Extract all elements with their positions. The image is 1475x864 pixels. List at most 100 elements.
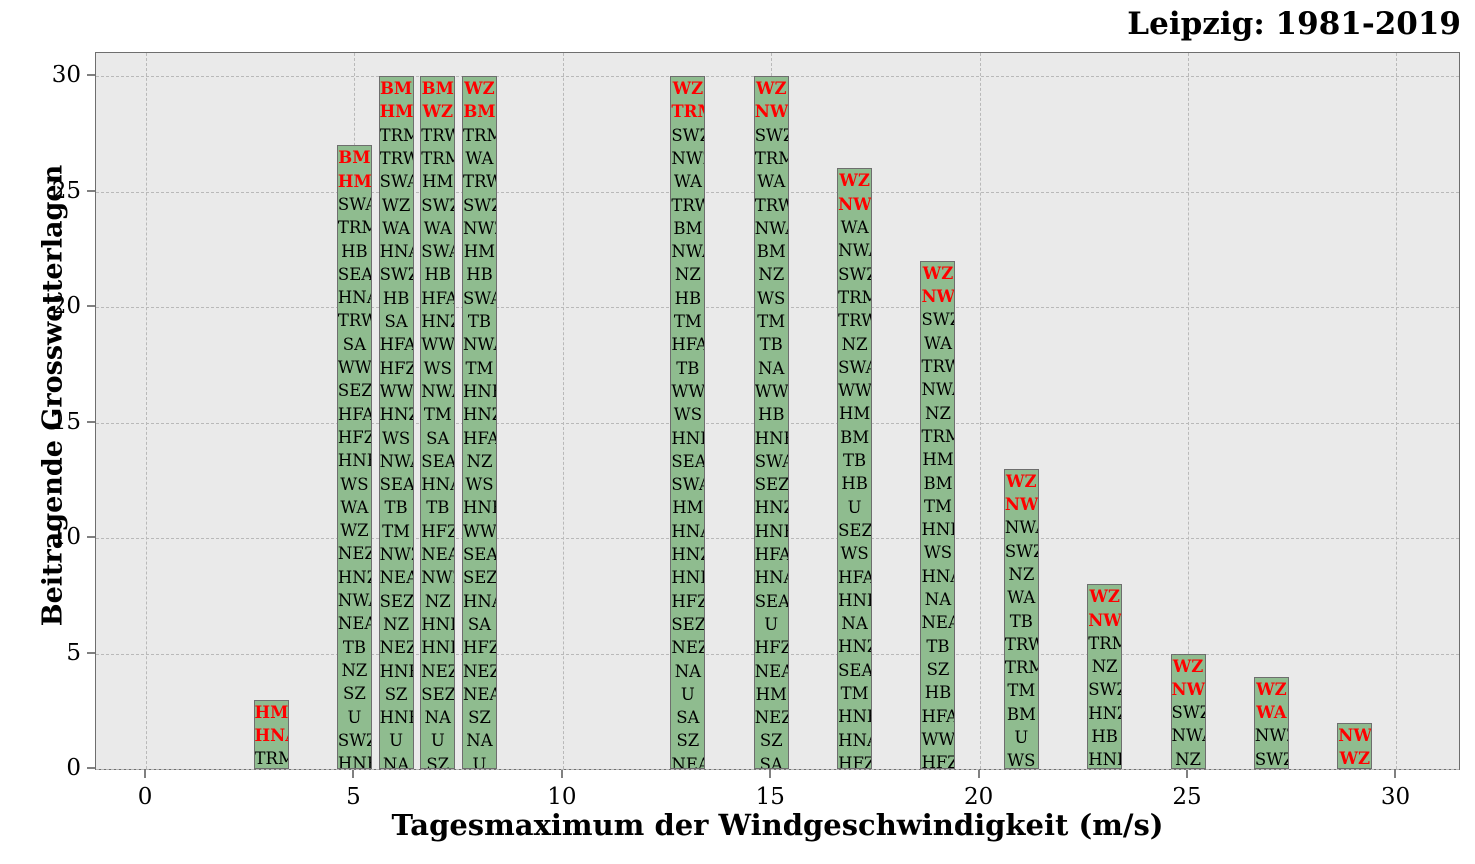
gwl-label: NZ bbox=[841, 334, 868, 354]
gwl-label: NA bbox=[924, 590, 952, 610]
gwl-label: WA bbox=[423, 218, 452, 238]
bar[interactable]: WZ BM TRM WA TRW SWZ NWZ HM HB SWA TB NWA TM HNFA HNZ H… bbox=[461, 76, 497, 769]
gwl-label: WA bbox=[923, 333, 952, 353]
gwl-label: TB bbox=[676, 358, 700, 378]
plot-area: HM HNA TRM BM HM SWA TRM HB SEA HNA TRW SA WW SEZ HFA H… bbox=[95, 52, 1460, 770]
gwl-label: SEA bbox=[838, 660, 873, 680]
gwl-label: WA bbox=[840, 218, 869, 238]
gwl-label: SA bbox=[676, 708, 700, 728]
bar[interactable]: WZ TRM SWZ NWZ WA TRW BM NWA NZ HB TM HFA TB WW WS HNFA… bbox=[670, 76, 706, 769]
gwl-label: SEA bbox=[754, 591, 789, 611]
bar[interactable]: WZ NWZ SWZ TRM WA TRW NWA BM NZ WS TM TB NA WW HB HNFZ S… bbox=[753, 76, 789, 769]
grid-line-vertical bbox=[1188, 53, 1190, 769]
gwl-label: HNFA bbox=[838, 590, 871, 610]
gwl-label: NZ bbox=[466, 451, 493, 471]
gwl-label: TB bbox=[426, 498, 450, 518]
gwl-label: HFZ bbox=[671, 591, 706, 611]
gwl-label: SEZ bbox=[754, 475, 789, 495]
bar[interactable]: WZ WA NWZ SWZ bbox=[1253, 676, 1289, 769]
gwl-label: SWZ bbox=[1171, 703, 1205, 723]
gwl-label: TRW bbox=[462, 172, 496, 192]
gwl-label: WZ bbox=[381, 195, 411, 215]
gwl-label: U bbox=[472, 754, 487, 769]
gwl-label: HFZ bbox=[462, 638, 497, 658]
grid-line-vertical bbox=[1396, 53, 1398, 769]
gwl-label: WS bbox=[757, 288, 786, 308]
gwl-label: WA bbox=[340, 497, 369, 517]
bar[interactable]: WZ NWZ WA NWA SWZ TRM TRW NZ SWA WW HM BM TB HB U SEZ WS… bbox=[837, 168, 873, 769]
gwl-label: TRM bbox=[921, 426, 954, 446]
gwl-label: HNFZ bbox=[421, 614, 454, 634]
bar[interactable]: BM HM SWA TRM HB SEA HNA TRW SA WW SEZ HFA HFZ HNFZ WS… bbox=[336, 145, 372, 769]
gwl-label: TRM bbox=[379, 125, 413, 145]
gwl-label: HNFA bbox=[671, 428, 704, 448]
gwl-label: SZ bbox=[343, 684, 366, 704]
gwl-label: NWA bbox=[921, 380, 954, 400]
gwl-label: SEZ bbox=[462, 568, 497, 588]
gwl-label: HNZ bbox=[754, 498, 788, 518]
gwl-label-highlighted: WZ bbox=[839, 171, 870, 191]
gwl-label: SWA bbox=[462, 288, 496, 308]
x-tick-label: 25 bbox=[1172, 784, 1202, 810]
gwl-label: NA bbox=[841, 614, 868, 634]
gwl-label: SWZ bbox=[421, 195, 454, 215]
gwl-label: NWZ bbox=[462, 218, 496, 238]
gwl-label: TM bbox=[382, 521, 411, 541]
x-tick-label: 30 bbox=[1380, 784, 1411, 810]
gwl-label: SEA bbox=[379, 475, 414, 495]
bar[interactable]: WZ NWZ TRM NZ SWZ HNZ HB HNFA bbox=[1087, 584, 1123, 769]
gwl-label: NZ bbox=[758, 265, 785, 285]
gwl-label-highlighted: HNA bbox=[254, 726, 288, 745]
gwl-label: SWA bbox=[379, 172, 413, 192]
gwl-label: HB bbox=[841, 474, 868, 494]
gwl-label: NZ bbox=[1091, 657, 1118, 677]
gwl-label: HB bbox=[382, 288, 410, 308]
gwl-label: HNFZ bbox=[337, 451, 371, 471]
gwl-label: HB bbox=[924, 683, 952, 703]
gwl-label: NWA bbox=[337, 591, 371, 611]
y-tick-mark bbox=[87, 652, 95, 654]
gwl-label: NEZ bbox=[462, 661, 496, 681]
grid-line-vertical bbox=[979, 53, 981, 769]
gwl-label: HNFZ bbox=[838, 707, 871, 727]
gwl-label: SEA bbox=[337, 264, 372, 284]
gwl-label: TRM bbox=[1004, 658, 1038, 678]
gwl-label: TRM bbox=[421, 148, 454, 168]
bar[interactable]: WZ NWZ SWZ WA TRW NWA NZ TRM HM BM TM HNFZ WS HNA NA NE… bbox=[920, 260, 956, 769]
gwl-label: NA bbox=[674, 661, 702, 681]
bar[interactable]: WZ NWZ SWZ NWA NZ bbox=[1170, 653, 1206, 769]
x-tick-label: 15 bbox=[755, 784, 785, 810]
gwl-label: NEA bbox=[754, 661, 788, 681]
gwl-label: SA bbox=[426, 428, 450, 448]
bar[interactable]: BM WZ TRW TRM HM SWZ WA SWA HB HFA HNZ WW WS NWA TM SA S… bbox=[420, 76, 456, 769]
gwl-label: NEA bbox=[921, 613, 954, 633]
bar[interactable]: NWZ WZ bbox=[1337, 722, 1373, 769]
bar[interactable]: BM HM TRM TRW SWA WZ WA HNA SWZ HB SA HFA HFZ WW HNZ WS… bbox=[378, 76, 414, 769]
gwl-label: BM bbox=[923, 473, 953, 493]
gwl-label-highlighted: WZ bbox=[922, 263, 954, 283]
bar[interactable]: WZ NWZ NWA SWZ NZ WA TB TRW TRM TM BM U WS bbox=[1003, 468, 1039, 769]
gwl-label: BM bbox=[1006, 704, 1036, 724]
x-tick-mark bbox=[978, 770, 980, 778]
gwl-label: WW bbox=[838, 381, 873, 401]
gwl-label-highlighted: WZ bbox=[1006, 471, 1037, 491]
gwl-label: BM bbox=[756, 242, 786, 262]
gwl-label: SEZ bbox=[379, 591, 414, 611]
gwl-label: U bbox=[347, 707, 362, 727]
gwl-label: HM bbox=[838, 404, 871, 424]
gwl-label: HNZ bbox=[337, 567, 371, 587]
bars-layer: HM HNA TRM BM HM SWA TRM HB SEA HNA TRW SA WW SEZ HFA H… bbox=[96, 53, 1459, 769]
gwl-label: TM bbox=[924, 496, 952, 516]
gwl-label: SZ bbox=[426, 754, 450, 769]
gwl-label: WA bbox=[757, 172, 786, 192]
gwl-label: HNA bbox=[838, 730, 871, 750]
gwl-label: HFZ bbox=[421, 521, 456, 541]
gwl-label: HNZ bbox=[421, 312, 454, 332]
chart-title: Leipzig: 1981-2019 bbox=[1127, 6, 1461, 42]
gwl-label-highlighted: WZ bbox=[422, 102, 454, 122]
gwl-label: TRW bbox=[838, 311, 871, 331]
bar[interactable]: HM HNA TRM bbox=[253, 699, 289, 769]
gwl-label: BM bbox=[840, 427, 870, 447]
gwl-label: HM bbox=[422, 172, 454, 192]
